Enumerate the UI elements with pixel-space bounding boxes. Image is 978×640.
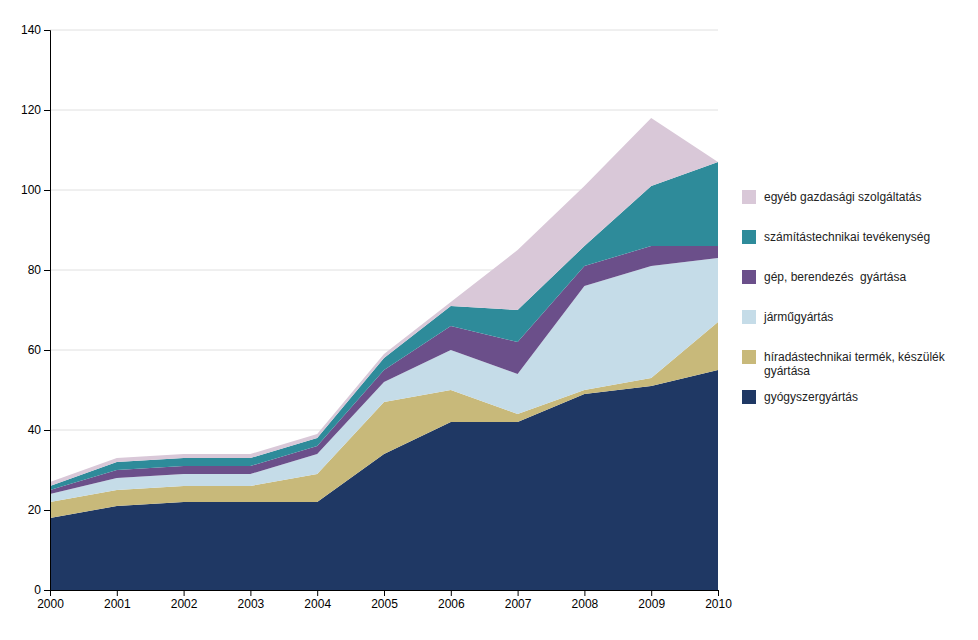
area <box>50 118 718 486</box>
tick: 120 <box>21 103 50 117</box>
tick-mark <box>44 430 50 431</box>
tick: 2004 <box>304 590 331 611</box>
legend-label: egyéb gazdasági szolgáltatás <box>764 190 921 204</box>
legend-label: gép, berendezés gyártása <box>764 270 906 284</box>
legend-swatch <box>742 350 756 364</box>
tick-label: 2006 <box>438 597 465 611</box>
legend-item: egyéb gazdasági szolgáltatás <box>742 190 921 204</box>
legend-swatch <box>742 270 756 284</box>
tick: 2000 <box>37 590 64 611</box>
legend-label: járműgyártás <box>763 310 833 324</box>
legend: egyéb gazdasági szolgáltatás számítástech… <box>742 190 946 404</box>
tick-mark <box>718 590 719 596</box>
tick-label: 2003 <box>238 597 265 611</box>
tick-label: 0 <box>34 583 41 597</box>
legend-item: híradástechnikai termék, készülékgyártás… <box>742 350 946 378</box>
axis-line <box>44 31 51 591</box>
legend-label: híradástechnikai termék, készülékgyártás… <box>764 350 946 378</box>
legend-item: járműgyártás <box>742 310 833 324</box>
tick: 20 <box>28 503 50 517</box>
y-axis: 0 20 40 60 80 100 120 140 <box>21 23 51 597</box>
legend-item: gép, berendezés gyártása <box>742 270 906 284</box>
tick-mark <box>451 590 452 596</box>
tick-mark <box>44 110 50 111</box>
tick-mark <box>518 590 519 596</box>
tick: 60 <box>28 343 50 357</box>
grid-line <box>50 30 718 31</box>
tick-mark <box>651 590 652 596</box>
tick-label: 140 <box>21 23 41 37</box>
tick: 80 <box>28 263 50 277</box>
tick: 2009 <box>638 590 665 611</box>
tick: 100 <box>21 183 50 197</box>
x-axis: 2000 2001 2002 2003 2004 2005 2006 2007 2008 2009… <box>37 590 732 611</box>
legend-swatch <box>742 190 756 204</box>
tick: 0 <box>34 583 50 597</box>
legend-item: számítástechnikai tevékenység <box>742 230 930 244</box>
tick-mark <box>44 270 50 271</box>
grid <box>50 30 718 590</box>
tick: 2010 <box>705 590 732 611</box>
tick-label: 2001 <box>104 597 131 611</box>
plot-area <box>50 118 718 590</box>
tick: 2008 <box>572 590 599 611</box>
legend-label: számítástechnikai tevékenység <box>764 230 930 244</box>
legend-item: gyógyszergyártás <box>742 390 858 404</box>
tick-mark <box>44 510 50 511</box>
tick-mark <box>44 190 50 191</box>
tick-label: 2010 <box>705 597 732 611</box>
tick-label: 20 <box>28 503 42 517</box>
tick-mark <box>44 30 50 31</box>
tick-mark <box>44 590 50 591</box>
tick: 2005 <box>371 590 398 611</box>
tick-label: 2007 <box>505 597 532 611</box>
legend-swatch <box>742 310 756 324</box>
tick-mark <box>44 350 50 351</box>
tick: 2002 <box>171 590 198 611</box>
tick-mark <box>384 590 385 596</box>
tick-label: 2009 <box>638 597 665 611</box>
tick-label: 100 <box>21 183 41 197</box>
tick-label: 2005 <box>371 597 398 611</box>
legend-swatch <box>742 230 756 244</box>
tick-mark <box>117 590 118 596</box>
tick-mark <box>250 590 251 596</box>
tick-label: 80 <box>28 263 42 277</box>
tick-mark <box>317 590 318 596</box>
tick: 140 <box>21 23 50 37</box>
axis-line <box>51 591 719 597</box>
chart: 2000 2001 2002 2003 2004 2005 2006 2007 2008 2009… <box>0 0 978 640</box>
tick: 2007 <box>505 590 532 611</box>
tick: 40 <box>28 423 50 437</box>
tick-label: 2008 <box>572 597 599 611</box>
tick-mark <box>184 590 185 596</box>
tick-label: 2004 <box>304 597 331 611</box>
legend-label: gyógyszergyártás <box>764 390 858 404</box>
tick-label: 60 <box>28 343 42 357</box>
tick: 2001 <box>104 590 131 611</box>
legend-swatch <box>742 390 756 404</box>
grid-line <box>50 110 718 111</box>
tick-label: 2000 <box>37 597 64 611</box>
tick-label: 2002 <box>171 597 198 611</box>
tick-label: 40 <box>28 423 42 437</box>
tick-mark <box>584 590 585 596</box>
tick-label: 120 <box>21 103 41 117</box>
tick: 2003 <box>238 590 265 611</box>
tick: 2006 <box>438 590 465 611</box>
